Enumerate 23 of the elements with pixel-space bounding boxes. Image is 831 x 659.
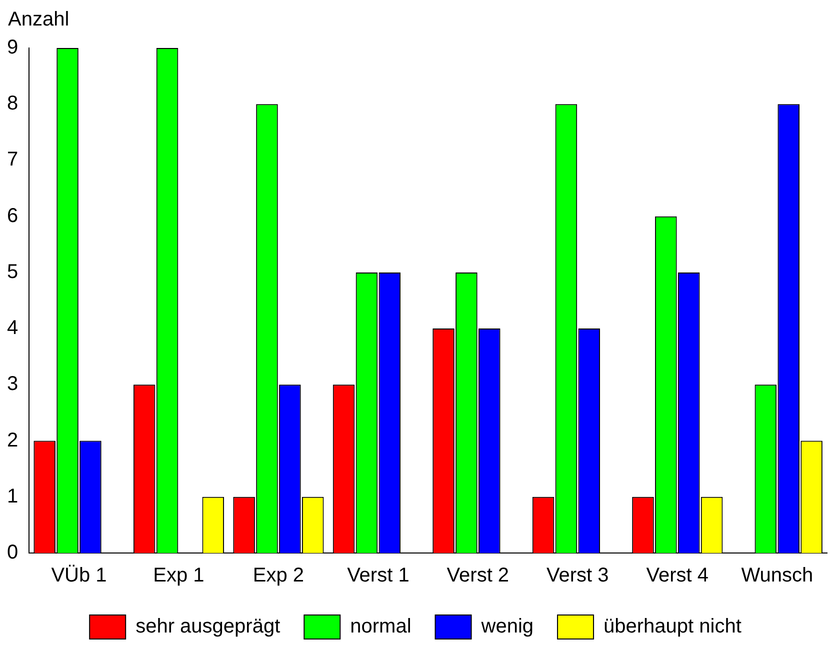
y-tick-label: 1 <box>7 485 18 508</box>
x-tick-label: Verst 1 <box>347 564 410 587</box>
legend-label: normal <box>350 616 412 638</box>
y-tick-label: 9 <box>7 36 18 59</box>
y-tick-label: 0 <box>7 542 18 564</box>
x-tick-label: Verst 3 <box>546 564 609 587</box>
x-tick-label: VÜb 1 <box>51 564 107 587</box>
x-tick-label: Verst 2 <box>446 564 510 587</box>
y-tick-label: 4 <box>7 317 18 340</box>
x-tick-label: Verst 4 <box>646 564 709 587</box>
legend-label: wenig <box>480 616 534 638</box>
legend-label: überhaupt nicht <box>604 616 742 638</box>
y-axis-title: Anzahl <box>8 8 70 31</box>
x-tick-label: Exp 2 <box>252 564 304 587</box>
y-tick-label: 7 <box>7 148 18 171</box>
x-tick-label: Exp 1 <box>153 564 204 587</box>
y-tick-label: 3 <box>7 373 18 396</box>
y-tick-label: 8 <box>7 92 18 115</box>
y-tick-label: 2 <box>7 429 18 452</box>
y-tick-label: 5 <box>7 260 18 283</box>
x-tick-label: Wunsch <box>741 564 814 587</box>
y-tick-label: 6 <box>7 204 18 227</box>
legend-label: sehr ausgeprägt <box>136 616 281 638</box>
